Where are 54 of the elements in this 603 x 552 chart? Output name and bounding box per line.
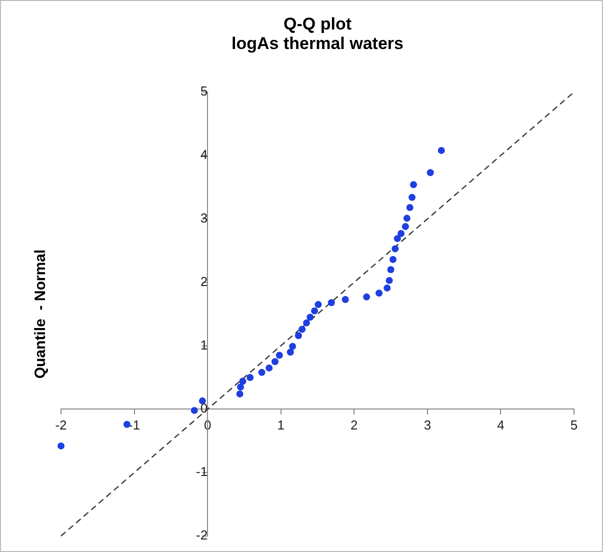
point [403,214,410,222]
point [363,293,370,300]
point [306,314,314,321]
point [246,374,254,381]
x-tick-label: 5 [570,418,578,433]
point [328,299,335,306]
point [276,352,283,359]
point [298,326,306,333]
y-tick-label: 4 [200,147,208,162]
y-tick-label: 3 [200,210,208,226]
point [286,348,294,356]
x-tick-label: -2 [55,418,67,433]
point [289,342,296,350]
point [236,390,244,398]
point [386,276,393,284]
point [342,296,349,303]
y-axis-title: Quantile - Normal [32,249,50,379]
y-tick-label: 5 [200,84,208,99]
x-tick-label: 2 [350,418,358,433]
point [402,223,409,230]
chart-title: Q-Q plot [284,14,352,34]
point [190,406,198,414]
point [258,368,266,376]
point [406,204,414,212]
point [384,284,391,292]
point [237,383,244,390]
chart-subtitle: logAs thermal waters [232,34,404,54]
point [266,364,273,372]
y-tick-label: 1 [200,337,208,352]
x-tick-label: 3 [424,418,432,433]
point [311,307,318,314]
point [426,169,434,176]
point [394,235,401,242]
point [198,397,206,404]
point [387,266,394,274]
point [271,358,278,366]
x-tick-label: 1 [277,418,284,433]
x-tick-label: 4 [497,418,504,433]
point [410,181,418,188]
x-tick-label: -1 [128,418,140,433]
point [314,301,322,308]
point [303,319,310,326]
point [408,194,416,201]
point [398,230,405,238]
point [376,290,383,297]
point [389,256,396,264]
point [294,332,302,340]
point [239,378,246,385]
y-tick-label: 2 [200,274,208,289]
y-tick-label: -2 [196,528,208,543]
point [58,442,64,450]
y-tick-label: -1 [196,464,208,480]
point [392,245,399,252]
point [438,146,445,154]
